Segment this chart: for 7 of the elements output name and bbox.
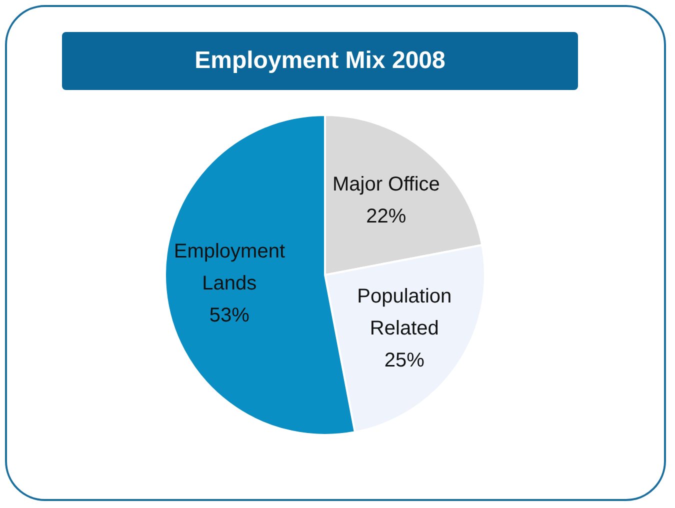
data-label: 53% [209, 304, 250, 327]
slice-label: Employment Lands [174, 240, 286, 295]
chart-title: Employment Mix 2008 [62, 32, 578, 90]
data-label: 25% [384, 349, 425, 372]
slice-label: Population Related [357, 285, 452, 340]
slice-label: Major Office [332, 174, 440, 196]
data-label: 22% [366, 206, 406, 228]
